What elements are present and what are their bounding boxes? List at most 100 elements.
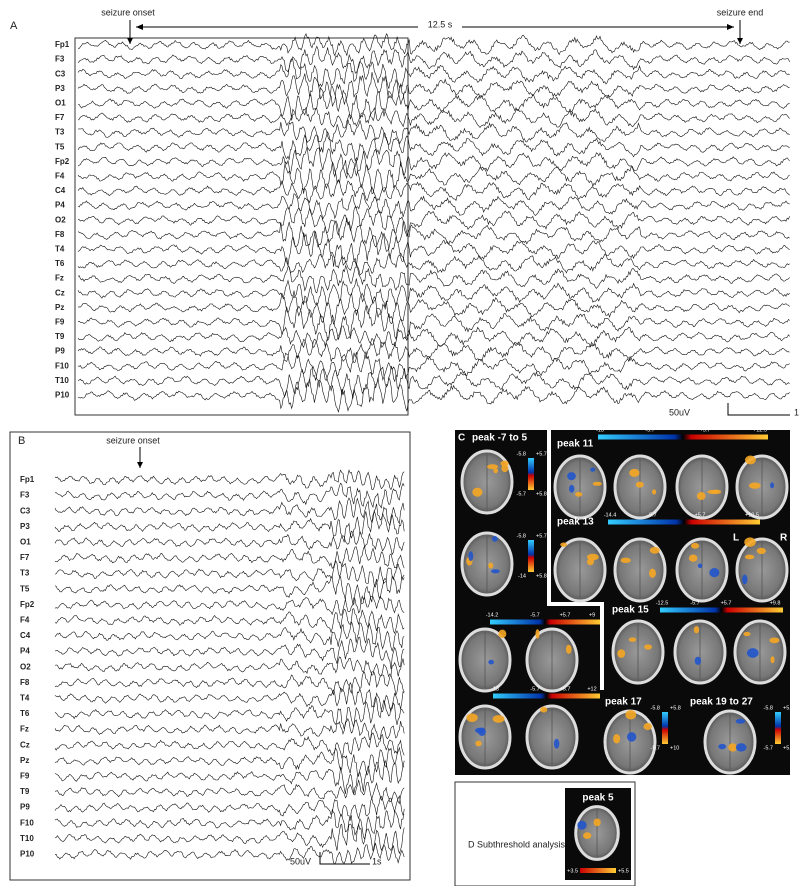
arrow-head (127, 38, 133, 44)
activation-blob (488, 660, 494, 665)
channel-label: P4 (55, 201, 65, 210)
activation-blob (617, 649, 625, 658)
eeg-trace (78, 193, 790, 219)
colorbar-label: -5.8 (764, 705, 773, 711)
channel-label: P3 (55, 84, 65, 93)
eeg-trace (55, 483, 404, 508)
activation-blob (488, 563, 493, 569)
channel-label: Pz (55, 303, 64, 312)
activation-blob (498, 630, 506, 638)
activation-blob (587, 554, 599, 561)
peak-title: peak 15 (612, 605, 649, 616)
eeg-trace (78, 34, 790, 56)
channel-label: F10 (20, 818, 34, 827)
channel-label: F8 (20, 678, 30, 687)
duration: 12.5 s (428, 19, 453, 29)
activation-blob (501, 460, 509, 466)
activation-blob (593, 482, 602, 486)
eeg-trace (78, 279, 790, 310)
channel-label: T6 (55, 259, 65, 268)
channel-label: O1 (55, 99, 66, 108)
colorbar-label: +5.8 (783, 745, 794, 751)
activation-blob (744, 537, 755, 547)
activation-blob (577, 821, 586, 830)
colorbar (662, 712, 668, 744)
activation-blob (644, 723, 652, 730)
eeg-trace (78, 266, 790, 293)
colorbar-label: -5.7 (764, 745, 773, 751)
activation-blob (636, 482, 644, 488)
channel-label: F10 (55, 361, 69, 370)
activation-blob (491, 569, 500, 573)
colorbar (528, 458, 534, 490)
peak-title: peak 5 (582, 793, 614, 804)
colorbar (580, 868, 616, 873)
eeg-trace (78, 366, 790, 399)
activation-blob (566, 645, 572, 654)
eeg-trace (78, 59, 790, 89)
colorbar-label: +5.8 (536, 573, 547, 579)
channel-label: C3 (55, 69, 66, 78)
colorbar (493, 694, 600, 699)
colorbar-label: +5.7 (721, 600, 732, 606)
eeg-trace (55, 561, 404, 587)
activation-blob (535, 629, 539, 639)
channel-label: T3 (55, 128, 65, 137)
activation-blob (652, 489, 656, 494)
peak-title: peak 17 (605, 697, 642, 708)
colorbar-label: -5.7 (645, 427, 654, 433)
activation-blob (749, 483, 761, 489)
panel-box (10, 432, 410, 880)
activation-blob (745, 456, 756, 465)
colorbar-label: -5.7 (530, 612, 539, 618)
colorbar-label: +12.5 (753, 427, 767, 433)
activation-blob (695, 657, 702, 665)
colorbar-label: -14.4 (604, 512, 617, 518)
amplitude-scale: 50uV (290, 856, 311, 866)
activation-blob (468, 551, 473, 561)
channel-label: P9 (55, 347, 65, 356)
activation-blob (466, 713, 477, 722)
activation-blob (621, 558, 631, 563)
peak-title: peak 19 to 27 (690, 697, 753, 708)
activation-blob (560, 542, 567, 546)
activation-blob (697, 492, 706, 500)
activation-blob (757, 548, 766, 554)
channel-label: F9 (20, 772, 30, 781)
channel-label: O1 (20, 538, 31, 547)
activation-blob (649, 569, 656, 578)
colorbar (528, 540, 534, 572)
activation-blob (472, 488, 482, 497)
end-label: seizure end (717, 7, 764, 17)
channel-label: T5 (20, 584, 30, 593)
onset-label: seizure onset (106, 435, 160, 445)
channel-label: T10 (20, 834, 34, 843)
eeg-trace (55, 809, 404, 839)
activation-blob (569, 485, 574, 493)
colorbar-label: +9 (589, 612, 595, 618)
scale-bar (728, 403, 790, 415)
colorbar (608, 520, 760, 525)
eeg-trace (55, 672, 404, 696)
eeg-trace (78, 108, 790, 128)
activation-blob (650, 547, 660, 554)
amplitude-scale: 50uV (669, 407, 690, 417)
activation-blob (613, 734, 620, 744)
eeg-trace (55, 576, 404, 605)
activation-blob (709, 568, 719, 577)
colorbar-label: +5.7 (536, 451, 547, 457)
orientation-label: R (780, 533, 788, 544)
eeg-trace (55, 470, 404, 490)
peak-title: peak 11 (557, 439, 594, 450)
channel-label: F3 (20, 491, 30, 500)
channel-label: T4 (20, 694, 30, 703)
arrow-head (137, 462, 143, 468)
orientation-label: L (733, 533, 739, 544)
colorbar-label: -5.7 (690, 600, 699, 606)
activation-blob (771, 656, 775, 663)
colorbar-label: +5.7 (560, 612, 571, 618)
eeg-trace (78, 252, 790, 275)
activation-blob (769, 637, 779, 643)
activation-blob (554, 739, 559, 749)
activation-blob (712, 490, 721, 494)
